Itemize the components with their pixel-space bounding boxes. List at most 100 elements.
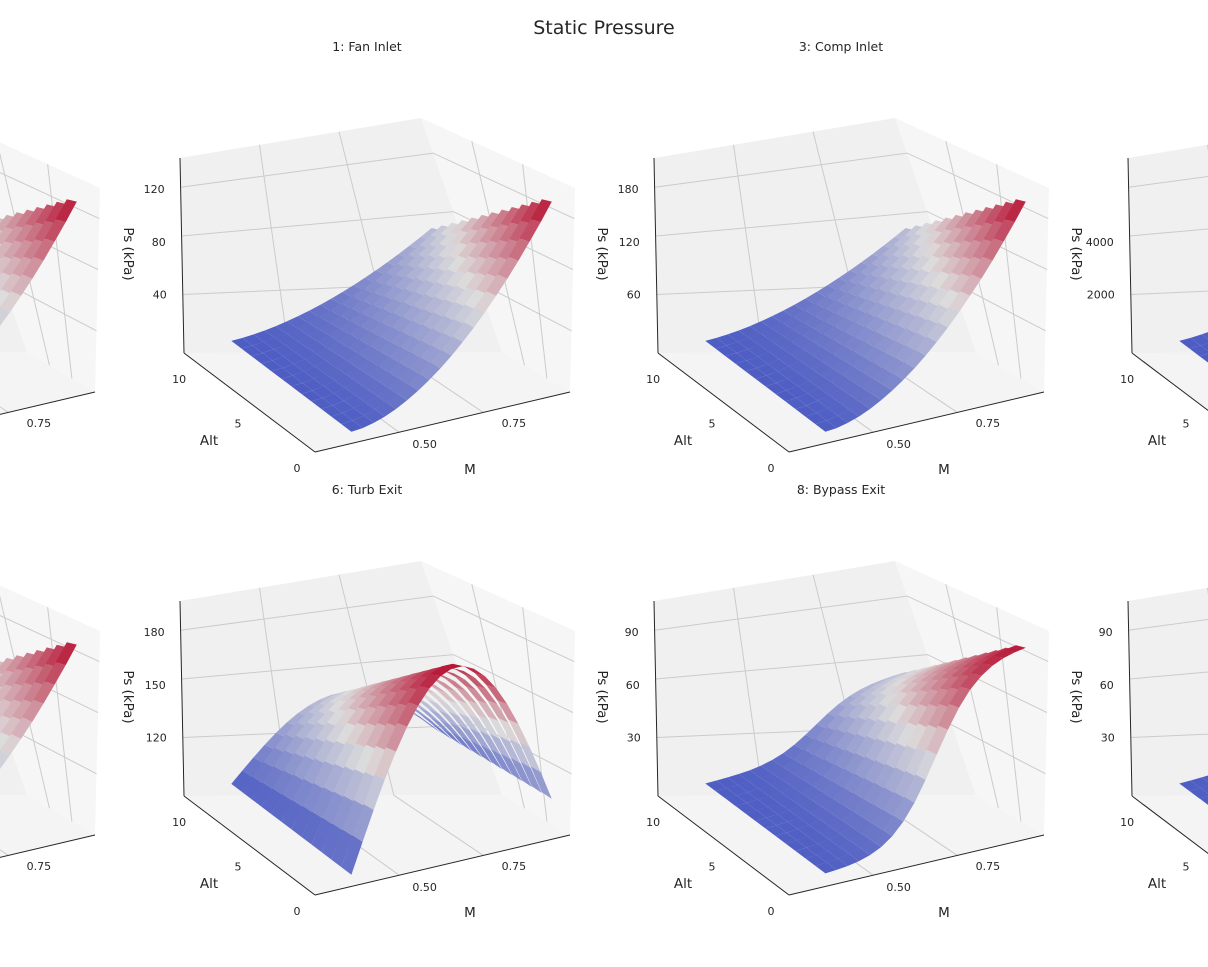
surface-facet xyxy=(489,224,511,244)
gridline-z-2 xyxy=(0,614,100,663)
surface-facet xyxy=(767,359,789,372)
surface-facet xyxy=(355,722,378,748)
surface-facet xyxy=(479,225,501,245)
surface-facet xyxy=(456,271,478,291)
surface-facet xyxy=(785,398,807,409)
z-tick-label: 120 xyxy=(619,236,640,249)
surface-facet xyxy=(962,239,984,261)
surface-facet xyxy=(433,299,455,318)
surface-facet xyxy=(4,668,26,688)
surface-facet xyxy=(475,291,497,313)
surface-facet xyxy=(872,367,894,385)
surface-facet xyxy=(745,368,767,379)
surface-facet xyxy=(837,853,859,866)
surface-facet xyxy=(435,283,457,302)
surface-facet xyxy=(1199,796,1208,805)
surface-facet xyxy=(413,293,435,311)
surface-facet xyxy=(930,677,952,693)
surface-facet xyxy=(766,814,788,826)
surface-facet xyxy=(470,214,492,232)
surface-facet xyxy=(453,668,475,678)
surface-facet xyxy=(953,225,975,245)
floor-pane xyxy=(0,352,95,415)
surface-facet xyxy=(368,692,390,710)
surface-facet xyxy=(856,298,878,314)
surface-facet xyxy=(775,832,797,844)
surface-facet xyxy=(861,377,883,394)
gridline-z-2 xyxy=(0,171,100,220)
surface-facet xyxy=(423,296,445,314)
surface-facet xyxy=(352,415,374,429)
surface-facet xyxy=(304,353,326,367)
surface-facet xyxy=(3,683,25,703)
surface-facet xyxy=(368,350,390,366)
surface-facet xyxy=(349,325,371,340)
surface-facet xyxy=(487,700,509,723)
surface-facet xyxy=(798,812,820,825)
surface-facet xyxy=(886,308,908,326)
surface-facet xyxy=(705,337,727,349)
surface-facet xyxy=(816,408,838,421)
surface-facet xyxy=(793,309,815,323)
surface-facet xyxy=(364,745,386,777)
x-tick-label: 0.50 xyxy=(412,438,437,451)
y-axis-line xyxy=(657,352,790,453)
surface-facet xyxy=(853,777,875,800)
surface-facet xyxy=(378,356,400,373)
surface-facet xyxy=(447,699,469,718)
x-axis-line xyxy=(0,391,96,415)
surface-facet xyxy=(385,393,408,409)
surface-facet xyxy=(520,201,542,224)
surface-facet xyxy=(785,840,807,851)
surface-facet xyxy=(311,398,333,409)
surface-facet xyxy=(907,703,929,727)
surface-facet xyxy=(394,275,417,291)
surface-facet xyxy=(942,241,964,260)
surface-facet xyxy=(821,353,843,368)
surface-facet xyxy=(44,662,66,685)
y-tick-label: 10 xyxy=(1120,373,1134,386)
surface-facet xyxy=(468,241,490,260)
surface-facet xyxy=(287,713,309,727)
surface-facet xyxy=(876,305,898,322)
surface-facet xyxy=(878,277,901,294)
surface-facet xyxy=(885,742,907,770)
surface-facet xyxy=(325,722,347,744)
surface-facet xyxy=(325,354,347,368)
surface-facet xyxy=(889,279,911,297)
surface-facet xyxy=(818,826,840,840)
surface-facet xyxy=(1004,645,1026,653)
surface-facet xyxy=(832,786,854,805)
surface-facet xyxy=(281,375,303,387)
surface-facet xyxy=(866,718,888,741)
surface-facet xyxy=(388,361,410,379)
surface-facet xyxy=(490,748,512,775)
z-axis-label: Ps (kPa) xyxy=(1068,670,1084,723)
surface-facet xyxy=(341,835,363,875)
surface-facet xyxy=(0,291,22,313)
surface-facet xyxy=(24,222,46,244)
surface-facet xyxy=(55,642,77,666)
surface-facet xyxy=(809,360,831,375)
surface-facet xyxy=(458,241,480,260)
surface-facet xyxy=(304,738,326,761)
surface-facet xyxy=(463,307,485,328)
surface-facet xyxy=(816,851,838,863)
floor-pane xyxy=(0,795,95,858)
surface-facet xyxy=(476,685,498,705)
surface-facet xyxy=(348,339,370,354)
surface-facet xyxy=(1201,332,1208,340)
surface-facet xyxy=(317,334,339,348)
surface-facet xyxy=(1004,199,1026,223)
surface-facet xyxy=(882,245,904,259)
surface-facet xyxy=(457,255,479,275)
surface-facet xyxy=(872,245,894,259)
back-pane xyxy=(1128,144,1208,353)
z-tick-label: 90 xyxy=(1099,626,1113,639)
surface-facet xyxy=(1189,788,1208,799)
surface-facet xyxy=(973,222,995,244)
surface-facet xyxy=(904,349,926,369)
surface-facet xyxy=(909,689,931,708)
